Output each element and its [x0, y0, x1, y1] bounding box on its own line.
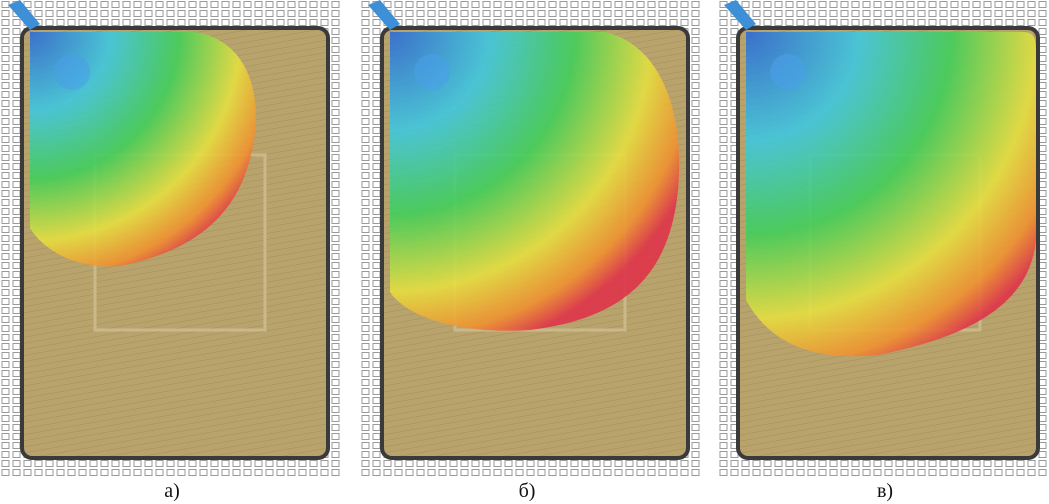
panel-label: б) [519, 480, 536, 502]
figure: а) б) в) [0, 0, 1049, 504]
panel [0, 0, 340, 478]
panel [718, 0, 1049, 478]
panel-label: в) [877, 480, 893, 502]
panel [360, 0, 700, 478]
panel-label: а) [164, 480, 180, 502]
